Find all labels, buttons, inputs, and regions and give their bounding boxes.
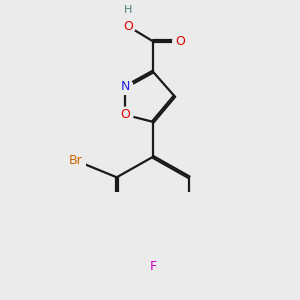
Text: O: O — [121, 108, 130, 121]
Text: F: F — [149, 260, 157, 273]
Circle shape — [118, 107, 133, 122]
Circle shape — [118, 79, 133, 94]
Circle shape — [68, 153, 83, 168]
Text: N: N — [121, 80, 130, 93]
Circle shape — [173, 34, 188, 49]
Text: O: O — [176, 35, 185, 48]
Circle shape — [120, 19, 135, 34]
Text: H: H — [124, 5, 132, 15]
Text: O: O — [123, 20, 133, 33]
Circle shape — [120, 2, 135, 17]
Circle shape — [145, 259, 160, 274]
Text: Br: Br — [68, 154, 82, 167]
